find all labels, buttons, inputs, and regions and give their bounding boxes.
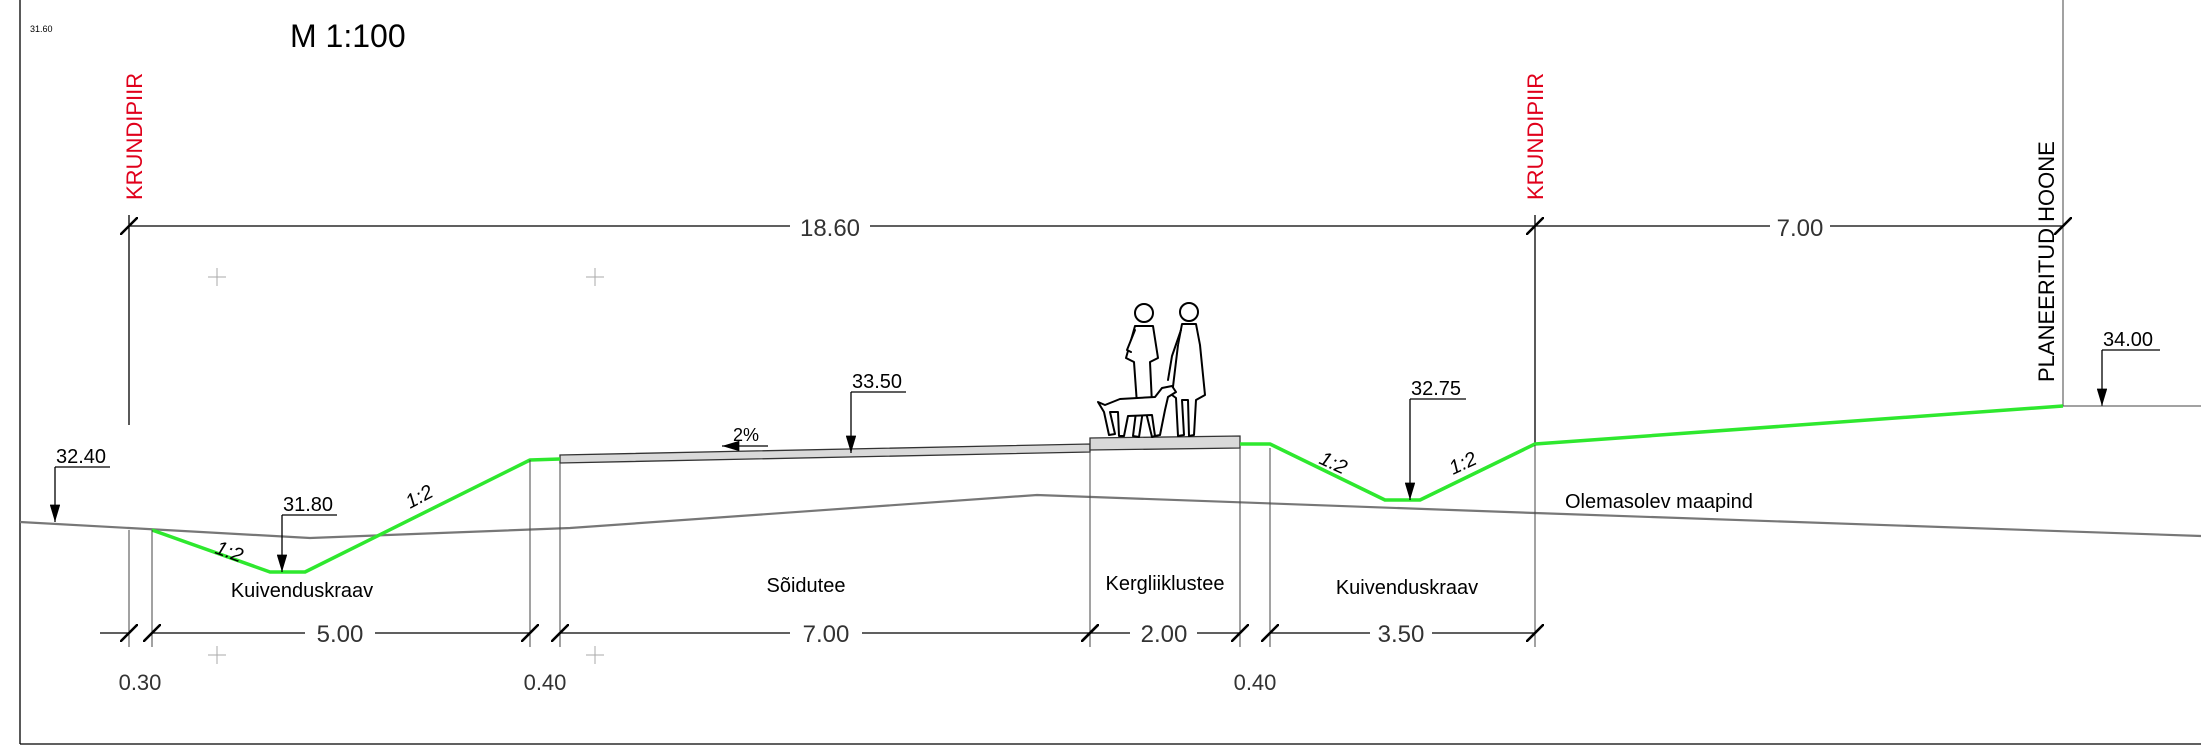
cycle-path-label: Kergliiklustee: [1106, 573, 1225, 595]
elevation-left-edge-label: 32.40: [56, 446, 106, 468]
road-width-dimension: 7.00: [803, 621, 850, 648]
corner-note: 31.60: [30, 24, 53, 34]
right-ditch-width-dimension: 3.50: [1378, 621, 1425, 648]
elevation-road-label: 33.50: [852, 371, 902, 393]
drawing-frame: [19, 0, 2201, 745]
existing-ground-line: [19, 493, 2201, 540]
carriageway-label: Sõidutee: [767, 575, 846, 597]
left-ditch-label: Kuivenduskraav: [231, 580, 373, 602]
left-ditch-width-dimension: 5.00: [317, 621, 364, 648]
elevation-road: [845, 391, 906, 453]
section-reference-lines: [128, 445, 1536, 647]
building-label: PLANEERITUD HOONE: [2034, 141, 2059, 382]
elevation-right-ditch: [1404, 398, 1466, 500]
elevation-building: [2063, 349, 2201, 407]
left-gap-dimension: 0.40: [524, 670, 567, 695]
right-boundary-label: KRUNDIPIIR: [1523, 73, 1548, 200]
elevation-left-edge: [49, 466, 110, 522]
slope-right-inner: 1:2: [1316, 448, 1351, 480]
elevation-left-ditch: [276, 514, 337, 572]
pedestrians-illustration: [1097, 302, 1206, 438]
right-gap-dimension: 0.40: [1234, 670, 1277, 695]
elevation-building-label: 34.00: [2103, 329, 2153, 351]
path-width-dimension: 2.00: [1141, 621, 1188, 648]
left-boundary-label: KRUNDIPIIR: [122, 73, 147, 200]
elevation-right-ditch-label: 32.75: [1411, 378, 1461, 400]
design-profile-left: [151, 457, 561, 574]
elevation-left-ditch-label: 31.80: [283, 494, 333, 516]
layout-crosses: [208, 268, 604, 664]
cross-fall-label: 2%: [733, 425, 759, 445]
carriageway-pavement: [559, 443, 1091, 464]
existing-ground-label: Olemasolev maapind: [1565, 491, 1753, 513]
total-width-dimension: 18.60: [800, 215, 860, 242]
design-profile-right: [1240, 404, 2064, 502]
cycle-path-pavement: [1089, 435, 1241, 451]
left-offset-dimension: 0.30: [119, 670, 162, 695]
right-ditch-label: Kuivenduskraav: [1336, 577, 1478, 599]
scale-label: M 1:100: [290, 18, 406, 54]
building-distance-dimension: 7.00: [1777, 215, 1824, 242]
